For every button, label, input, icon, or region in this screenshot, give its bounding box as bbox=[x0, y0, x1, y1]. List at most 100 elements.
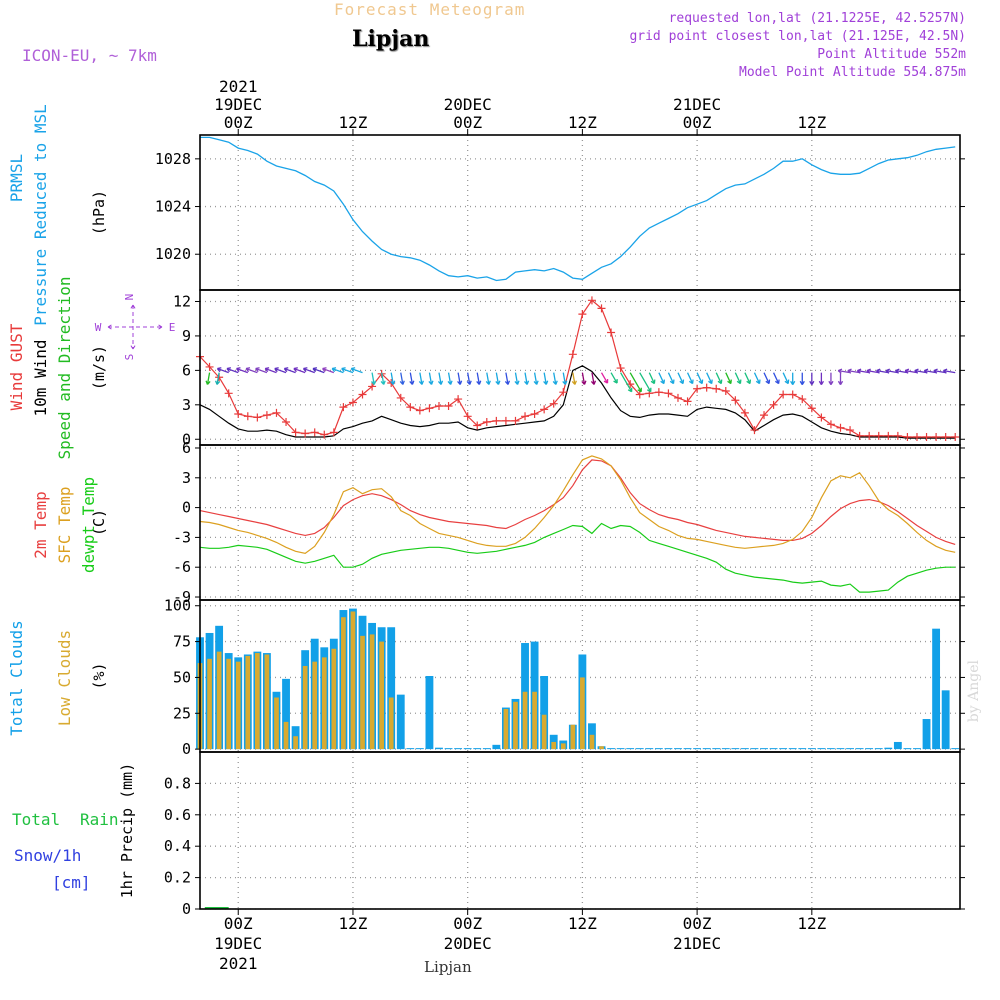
gust-marker bbox=[597, 304, 606, 313]
x-tick-label-bottom: 00Z bbox=[224, 914, 253, 933]
wind-direction-arrow bbox=[437, 372, 444, 385]
x-tick-label-bottom: 12Z bbox=[339, 914, 368, 933]
compass-s: S bbox=[123, 354, 136, 361]
total-cloud-bar bbox=[626, 748, 635, 750]
wind-direction-arrow bbox=[552, 372, 558, 385]
wind-direction-arrow bbox=[331, 367, 344, 374]
gust-marker bbox=[530, 410, 539, 418]
wind-direction-arrow bbox=[226, 367, 239, 374]
y-tick-label: 25 bbox=[173, 704, 191, 722]
panel-label-total-clouds: Total Clouds bbox=[7, 620, 26, 736]
wind-direction-arrow bbox=[236, 367, 249, 374]
y-tick-label: 1020 bbox=[155, 245, 191, 263]
gust-marker bbox=[693, 384, 702, 393]
gust-marker bbox=[415, 406, 424, 415]
total-cloud-bar bbox=[951, 748, 960, 750]
compass-w: W bbox=[95, 321, 102, 334]
gust-marker bbox=[320, 430, 329, 439]
wind-direction-arrow bbox=[562, 372, 568, 385]
wind-direction-arrow bbox=[543, 372, 549, 385]
total-cloud-bar bbox=[836, 748, 845, 750]
wind-direction-arrow bbox=[581, 372, 587, 385]
gust-marker bbox=[224, 389, 233, 398]
low-cloud-bar bbox=[522, 691, 528, 750]
x-tick-label-bottom: 21DEC bbox=[673, 934, 721, 953]
panel-frame bbox=[199, 751, 961, 910]
wind-direction-arrow bbox=[866, 368, 879, 374]
wind-direction-arrow bbox=[466, 372, 472, 385]
gust-marker bbox=[511, 416, 520, 425]
low-cloud-bar bbox=[503, 708, 509, 750]
y-axis-label: (hPa) bbox=[90, 190, 108, 235]
x-tick-label-top: 21DEC bbox=[673, 95, 721, 114]
low-cloud-bar bbox=[532, 691, 537, 750]
total-cloud-bar bbox=[922, 719, 931, 750]
gust-marker bbox=[578, 310, 587, 319]
y-tick-label: -3 bbox=[173, 528, 191, 546]
pressure-line bbox=[200, 136, 956, 282]
y-axis-label: (C) bbox=[90, 509, 108, 536]
x-tick-label-top: 12Z bbox=[339, 113, 368, 132]
low-cloud-bar bbox=[341, 617, 346, 750]
x-tick-label-top: 12Z bbox=[797, 113, 826, 132]
y-tick-label: 0.2 bbox=[164, 869, 191, 887]
gust-marker bbox=[396, 393, 405, 402]
x-tick-label-bottom: 12Z bbox=[797, 914, 826, 933]
y-tick-label: 9 bbox=[182, 327, 191, 345]
wind-direction-arrow bbox=[904, 368, 918, 374]
total-cloud-bar bbox=[932, 628, 941, 750]
point-altitude: Point Altitude 552m bbox=[817, 47, 966, 62]
low-cloud-bar bbox=[331, 648, 337, 750]
gust-marker bbox=[702, 383, 711, 392]
wind-direction-arrow bbox=[837, 368, 851, 374]
x-tick-label-top: 00Z bbox=[453, 113, 482, 132]
y-tick-label: -9 bbox=[173, 588, 191, 606]
wind-direction-arrow bbox=[818, 372, 825, 386]
wind-direction-arrow bbox=[428, 372, 434, 385]
panel-frame bbox=[199, 444, 961, 601]
gust-marker bbox=[205, 362, 214, 371]
gust-marker bbox=[463, 412, 472, 421]
gust-marker bbox=[234, 410, 243, 418]
wind-direction-arrow bbox=[214, 372, 221, 385]
total-cloud-bar bbox=[779, 748, 788, 750]
wind-direction-arrow bbox=[686, 372, 694, 385]
wind-direction-arrow bbox=[571, 372, 577, 385]
wind-direction-arrow bbox=[648, 372, 656, 385]
wind-direction-arrow bbox=[409, 372, 415, 385]
gust-marker bbox=[549, 399, 558, 408]
wind-direction-arrow bbox=[782, 372, 790, 385]
gust-marker bbox=[635, 390, 644, 399]
wind-direction-arrow bbox=[885, 368, 898, 374]
total-cloud-bar bbox=[846, 748, 854, 750]
total-cloud-bar bbox=[941, 690, 950, 750]
gust-marker bbox=[444, 401, 453, 410]
wind-direction-arrow bbox=[847, 368, 860, 374]
wind-direction-arrow bbox=[371, 372, 377, 385]
wind-direction-arrow bbox=[390, 372, 396, 385]
wind-direction-arrow bbox=[457, 372, 463, 385]
low-cloud-bar bbox=[321, 657, 327, 750]
compass-arrows-icon bbox=[107, 304, 163, 350]
low-cloud-bar bbox=[360, 635, 365, 750]
gust-marker bbox=[368, 382, 377, 391]
gust-marker bbox=[434, 401, 443, 410]
total-cloud-bar bbox=[865, 748, 874, 750]
wind-direction-arrow bbox=[447, 372, 453, 385]
gust-marker bbox=[750, 426, 759, 435]
gust-marker bbox=[587, 296, 596, 305]
x-tick-label-bottom: 00Z bbox=[453, 914, 482, 933]
x-tick-label-top: 2021 bbox=[219, 77, 258, 96]
panel-label-2m-temp: 2m Temp bbox=[31, 491, 50, 558]
total-cloud-bar bbox=[798, 748, 807, 750]
total-cloud-bar bbox=[788, 748, 797, 750]
gust-marker bbox=[731, 396, 740, 405]
wind-direction-arrow bbox=[205, 372, 211, 385]
wind-direction-arrow bbox=[264, 367, 277, 374]
total-cloud-bar bbox=[616, 748, 625, 750]
panel-label-cm: [cm] bbox=[52, 873, 91, 892]
wind-speed-line bbox=[199, 365, 956, 439]
total-cloud-bar bbox=[893, 741, 902, 750]
gust-marker bbox=[874, 431, 883, 440]
gust-marker bbox=[912, 432, 921, 441]
